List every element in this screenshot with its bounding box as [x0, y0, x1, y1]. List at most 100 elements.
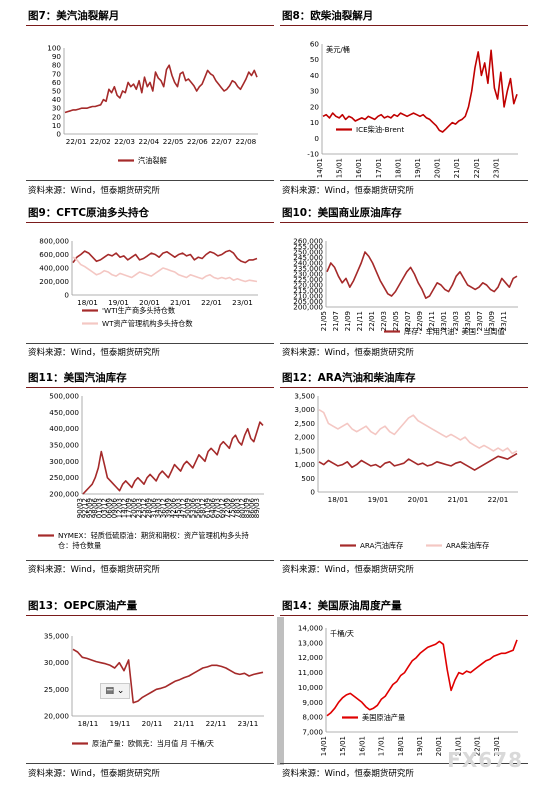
- y-tick-label: 200,000: [39, 277, 69, 286]
- x-tick-label: 22/03: [380, 311, 388, 331]
- x-tick-label: 22/06: [187, 137, 208, 146]
- y-tick-label: 245,000: [293, 253, 323, 262]
- divider: [26, 560, 274, 561]
- x-tick-label: 06/09: [106, 498, 114, 518]
- x-tick-label: 78/03: [233, 498, 241, 518]
- series-line: [64, 64, 258, 114]
- y-tick-label: 0: [64, 291, 69, 300]
- y-tick-label: -10: [307, 150, 319, 159]
- x-tick-label: 22/01: [474, 736, 482, 756]
- x-tick-label: 22/02: [90, 137, 111, 146]
- x-tick-label: 21/11: [356, 311, 364, 331]
- y-tick-label: 30,000: [44, 658, 70, 667]
- y-tick-label: 220,000: [293, 281, 323, 290]
- x-tick-label: 20/11: [142, 719, 163, 728]
- x-tick-label: 14/12: [120, 498, 128, 518]
- x-tick-label: 19/11: [110, 719, 131, 728]
- y-tick-label: 1,500: [294, 446, 315, 455]
- legend-label: WT资产管理机构多头持仓数: [102, 319, 193, 328]
- y-tick-label: 300,000: [49, 457, 79, 466]
- legend-label: NYMEX：轻质低硫原油：期货和期权：资产管理机构多头持: [58, 531, 249, 540]
- y-tick-label: 9,000: [302, 698, 323, 707]
- divider: [26, 222, 274, 223]
- x-tick-label: 86/06: [248, 497, 256, 518]
- divider: [26, 343, 274, 344]
- x-tick-label: 03/12: [101, 498, 109, 518]
- divider: [26, 387, 274, 388]
- divider: [280, 25, 528, 26]
- x-tick-label: 20/06: [130, 497, 138, 518]
- series-line: [326, 639, 518, 717]
- y-tick-label: 50: [310, 55, 320, 64]
- x-tick-label: 22/01: [201, 298, 222, 307]
- watermark-text: FX678: [447, 748, 523, 772]
- divider: [26, 25, 274, 26]
- y-tick-label: 2,500: [294, 419, 315, 428]
- y-tick-label: 60: [52, 78, 62, 87]
- x-tick-label: 23/03: [135, 498, 143, 518]
- y-tick-label: 250,000: [293, 248, 323, 257]
- y-tick-label: 260,000: [293, 237, 323, 246]
- y-tick-label: 40: [310, 71, 320, 80]
- chart-fig11: 200,000 250,000 300,000 350,000 400,000 450,0…: [38, 392, 264, 550]
- x-tick-label: 31/06: [150, 497, 158, 518]
- chart-title: 图9：CFTC原油多头持仓: [28, 207, 150, 219]
- y-tick-label: 60: [310, 40, 320, 49]
- y-tick-label: 450,000: [49, 408, 79, 417]
- source-note: 资料来源：Wind，恒泰期货研究所: [28, 565, 160, 575]
- gray-band: [277, 617, 284, 765]
- x-tick-label: 83/09: [243, 498, 251, 518]
- panel-fig7: 图7：美汽油裂解月 0 10 20 30 40 50 60 70 80 90 100 22/01 22/…: [26, 6, 274, 196]
- y-tick-label: 500: [301, 474, 315, 483]
- y-tick-label: 3,500: [294, 392, 315, 401]
- unit-label: 美元/桶: [326, 45, 350, 54]
- x-tick-label: 90/03: [76, 498, 84, 518]
- y-tick-label: 100: [47, 44, 61, 53]
- y-tick-label: 20: [310, 102, 320, 111]
- x-tick-label: 22/01: [66, 137, 87, 146]
- chart-fig8: -10 0 10 20 30 40 50 60 14/01 15/01 16/01 17/01 18/0…: [307, 40, 518, 178]
- y-tick-label: 11,000: [298, 668, 324, 677]
- panel-fig11: 图11：美国汽油库存 200,000 250,000 300,000 350,000 4…: [26, 368, 274, 578]
- legend-label: 'WTI生产商多头持仓数: [102, 306, 175, 315]
- panel-fig9: 图9：CFTC原油多头持仓 0 200,000 400,000 600,000 800,…: [26, 203, 274, 363]
- x-tick-label: 89/03: [253, 498, 261, 518]
- y-tick-label: 235,000: [293, 264, 323, 273]
- x-tick-label: 21/09: [344, 311, 352, 331]
- legend-label: ICE柴油-Brent: [356, 125, 404, 134]
- divider: [280, 343, 528, 344]
- x-tick-label: 22/05: [392, 311, 400, 331]
- x-tick-label: 19/01: [368, 495, 389, 504]
- chart-fig9: 0 200,000 400,000 600,000 800,000 18/01 19/01 2…: [39, 237, 258, 328]
- y-tick-label: 40: [52, 95, 62, 104]
- x-tick-label: 23/01: [440, 311, 448, 331]
- x-tick-label: 22/04: [139, 137, 160, 146]
- divider: [26, 615, 274, 616]
- y-tick-label: 210,000: [293, 292, 323, 301]
- x-tick-label: 21/07: [332, 311, 340, 331]
- y-tick-label: 0: [310, 488, 315, 497]
- x-tick-label: 36/12: [160, 498, 168, 518]
- divider: [280, 180, 528, 181]
- chart-fig14: 7,000 8,000 9,000 10,000 11,000 12,000 13,000 1…: [298, 624, 518, 756]
- toolbar-icon[interactable]: ▤ ⌄: [100, 683, 130, 699]
- x-tick-label: 34/03: [155, 498, 163, 518]
- x-tick-label: 15/01: [336, 158, 344, 178]
- x-tick-label: 23/07: [476, 311, 484, 331]
- series-line: [326, 251, 518, 299]
- y-tick-label: 215,000: [293, 286, 323, 295]
- legend-label: 库存：车用汽油：美国：当周值: [404, 327, 505, 336]
- x-tick-label: 14/01: [316, 158, 324, 178]
- unit-label: 千桶/天: [330, 629, 354, 638]
- panel-fig12: 图12：ARA汽油和柴油库存 0 500 1,000 1,500 2,000 2,500 3…: [280, 368, 528, 578]
- y-tick-label: 90: [52, 52, 62, 61]
- x-tick-label: 39/09: [165, 498, 173, 518]
- x-tick-label: 20/01: [408, 495, 429, 504]
- chart-title: 图12：ARA汽油和柴油库存: [282, 372, 416, 384]
- x-tick-label: 15/01: [339, 736, 347, 756]
- x-tick-label: 75/06: [228, 497, 236, 518]
- legend-label: 美国原油产量: [362, 713, 405, 722]
- x-tick-label: 21/01: [170, 298, 191, 307]
- y-tick-label: 200,000: [293, 303, 323, 312]
- series-line: [318, 409, 518, 455]
